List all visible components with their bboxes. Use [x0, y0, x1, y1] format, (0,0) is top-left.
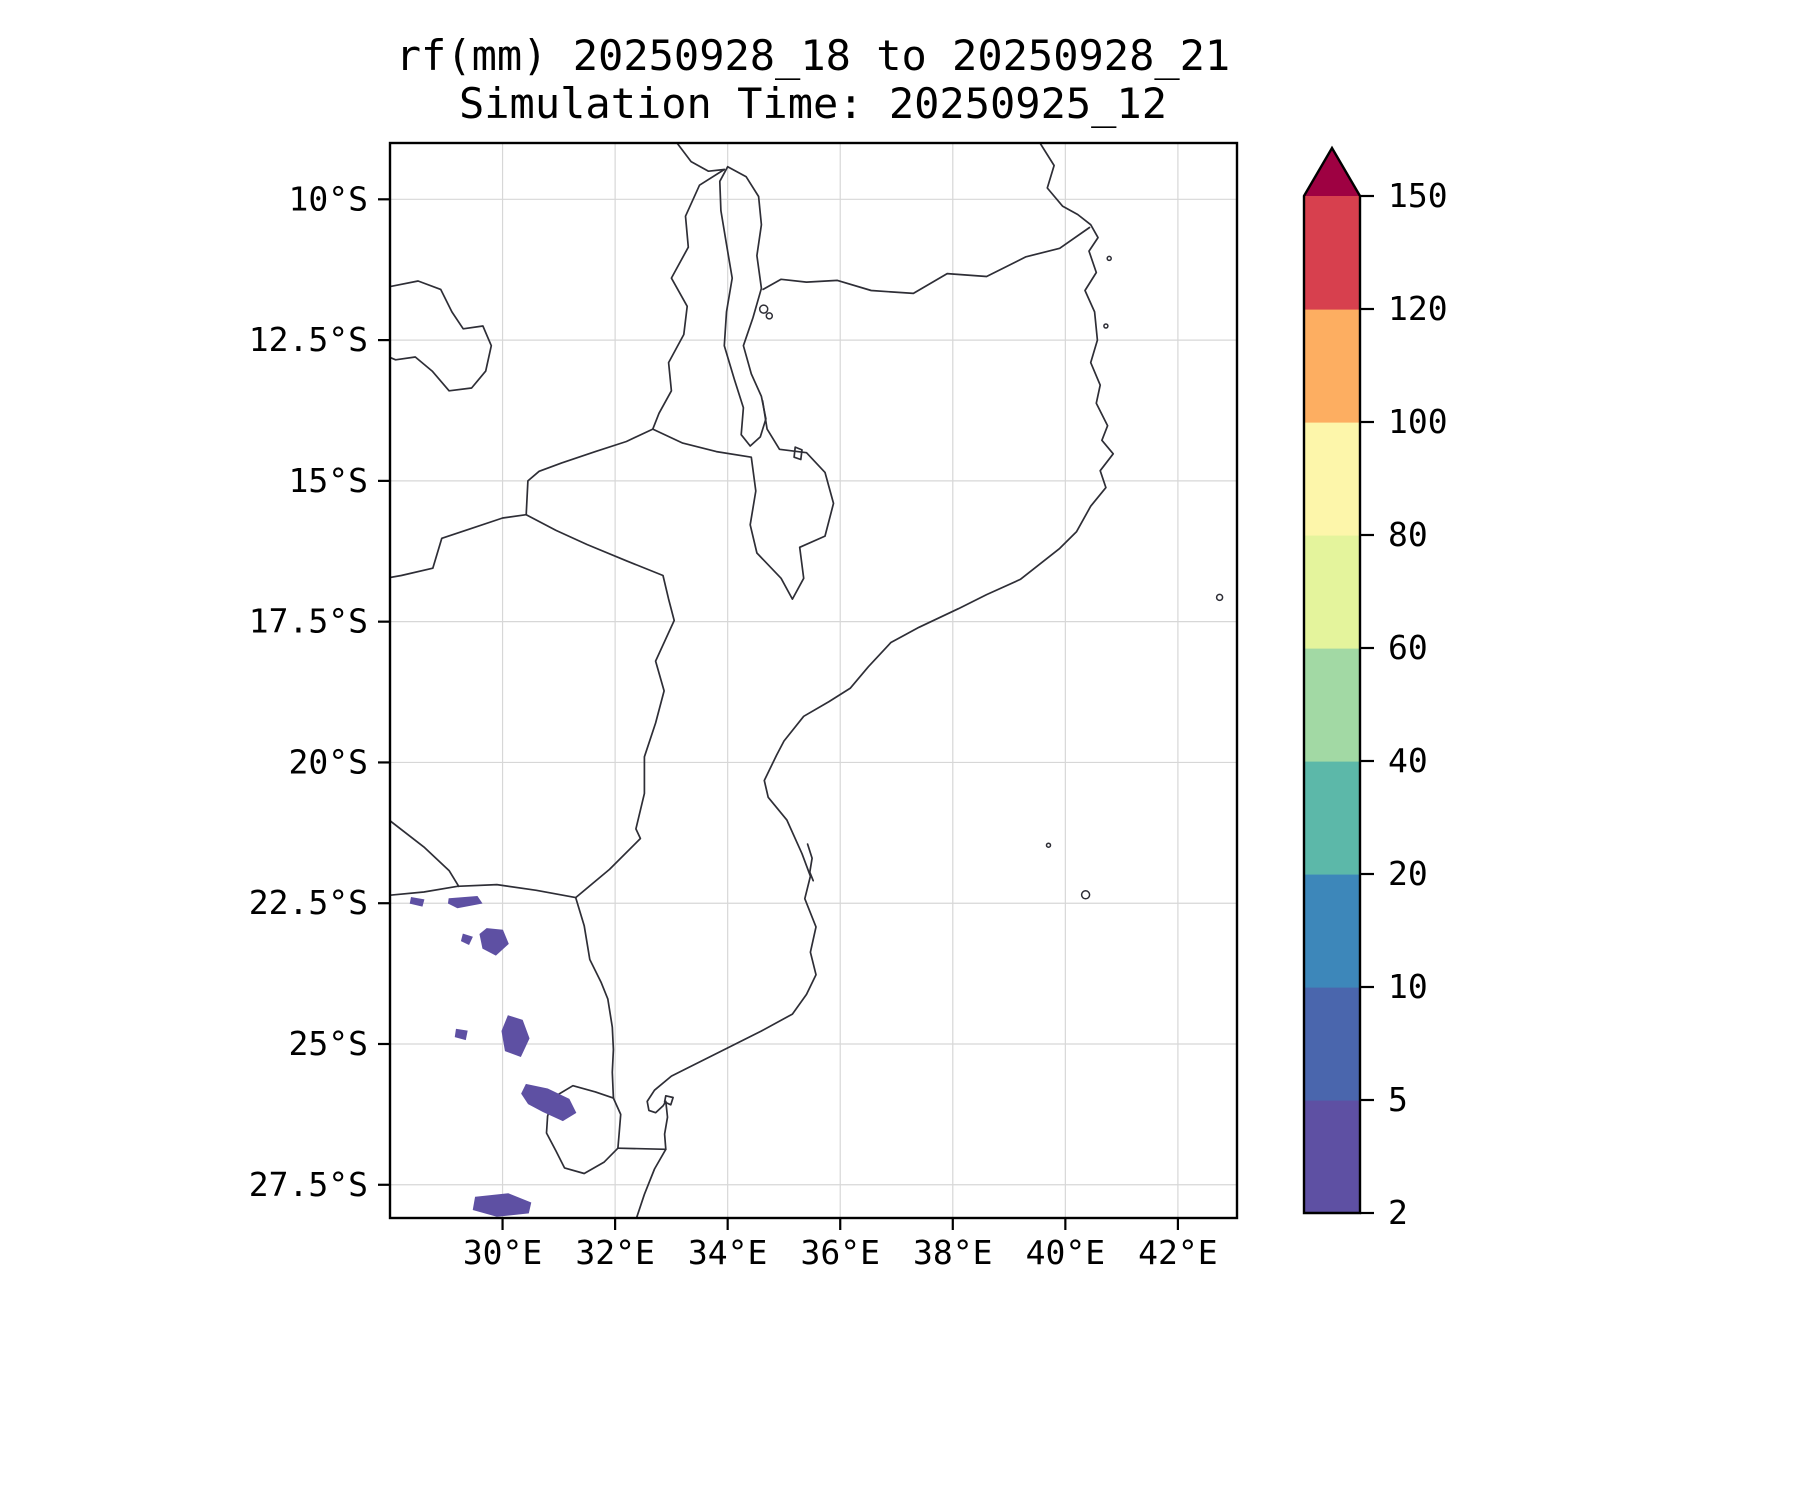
- y-axis-tick-label: 20°S: [289, 742, 368, 781]
- colorbar-tick-label: 80: [1388, 515, 1428, 554]
- plot-subtitle: Simulation Time: 20250925_12: [459, 79, 1167, 128]
- lake-malawi: [718, 165, 767, 447]
- rain-cell: [521, 1083, 577, 1122]
- rain-cell: [479, 928, 509, 956]
- islet: [758, 304, 769, 314]
- colorbar-tick-label: 2: [1388, 1193, 1408, 1232]
- colorbar-tick-label: 20: [1388, 854, 1428, 893]
- colorbar-tick-label: 10: [1388, 967, 1428, 1006]
- y-axis-tick-label: 15°S: [289, 461, 368, 500]
- colorbar-segment: [1304, 196, 1360, 310]
- rainfall-layer: [409, 895, 577, 1217]
- islet: [1215, 593, 1224, 602]
- colorbar-segment: [1304, 422, 1360, 536]
- colorbar-segment: [1304, 874, 1360, 988]
- rain-cell: [447, 895, 483, 909]
- colorbar-tick-label: 100: [1388, 402, 1448, 441]
- border-botswana-zimbabwe: [390, 819, 460, 888]
- colorbar-tick-label: 120: [1388, 289, 1448, 328]
- colorbar-tick-label: 40: [1388, 741, 1428, 780]
- plot-frame: [388, 141, 1239, 1220]
- y-axis-tick-label: 17.5°S: [249, 602, 368, 641]
- y-axis-tick-label: 25°S: [289, 1024, 368, 1063]
- colorbar-over-triangle: [1304, 148, 1360, 196]
- inhaca-island: [663, 1094, 674, 1106]
- coastline-east-africa: [635, 143, 1115, 1218]
- rain-cell: [460, 933, 473, 945]
- congo-pedicle: [390, 280, 493, 392]
- border-malawi-west: [651, 168, 726, 430]
- border-limpopo: [390, 883, 577, 899]
- islet: [1106, 255, 1112, 262]
- colorbar-tick-label: 5: [1388, 1080, 1408, 1119]
- rain-cell: [409, 897, 425, 907]
- islet: [1080, 890, 1091, 900]
- colorbar-segment: [1304, 761, 1360, 875]
- border-tanzania-mozambique: [762, 226, 1091, 295]
- colorbar-outline: [1302, 145, 1362, 1215]
- islet: [765, 312, 774, 320]
- x-axis-tick-label: 38°E: [913, 1233, 992, 1272]
- map-geography-layer: [390, 143, 1224, 1218]
- border-zambia-zimbabwe: [390, 513, 528, 579]
- eswatini: [545, 1084, 622, 1175]
- x-axis-tick-label: 30°E: [463, 1233, 542, 1272]
- border-zimbabwe-mozambique: [525, 513, 676, 899]
- border-mozambique-southafrica: [574, 896, 615, 1099]
- x-axis-tick-label: 34°E: [688, 1233, 767, 1272]
- x-axis-tick-label: 36°E: [800, 1233, 879, 1272]
- plot-title: rf(mm) 20250928_18 to 20250928_21: [396, 31, 1230, 80]
- x-axis-tick-label: 42°E: [1138, 1233, 1217, 1272]
- colorbar-segment: [1304, 309, 1360, 423]
- rain-cell: [501, 1015, 530, 1058]
- lake-malombe: [793, 446, 803, 461]
- border-tanzania-zambia: [676, 143, 726, 173]
- colorbar-segment: [1304, 648, 1360, 762]
- colorbar-segment: [1304, 1100, 1360, 1214]
- border-southafrica-mozambique-south: [617, 1147, 667, 1151]
- grid-layer: [390, 143, 1237, 1218]
- colorbar: 2 5 10 20 40 60 80 100 120 150: [1302, 145, 1448, 1232]
- colorbar-tick-label: 150: [1388, 176, 1448, 215]
- y-axis-tick-label: 22.5°S: [249, 883, 368, 922]
- x-axis-tick-label: 40°E: [1026, 1233, 1105, 1272]
- colorbar-segment: [1304, 987, 1360, 1101]
- y-axis-tick-label: 27.5°S: [249, 1165, 368, 1204]
- rain-cell: [472, 1193, 532, 1217]
- border-zambia-mozambique: [525, 428, 654, 516]
- y-axis-tick-label: 10°S: [289, 179, 368, 218]
- rain-cell: [454, 1028, 468, 1041]
- x-axis-tick-label: 32°E: [575, 1233, 654, 1272]
- axis-ticks-and-labels: 30°E 32°E 34°E 36°E 38°E 40°E 42°E 10°S 12.5°S 15…: [249, 179, 1218, 1272]
- bazaruto-islands: [806, 843, 815, 882]
- islet: [1045, 842, 1052, 848]
- colorbar-segment: [1304, 535, 1360, 649]
- colorbar-tick-label: 60: [1388, 628, 1428, 667]
- border-malawi-south: [651, 400, 835, 600]
- islet: [1103, 323, 1109, 329]
- y-axis-tick-label: 12.5°S: [249, 320, 368, 359]
